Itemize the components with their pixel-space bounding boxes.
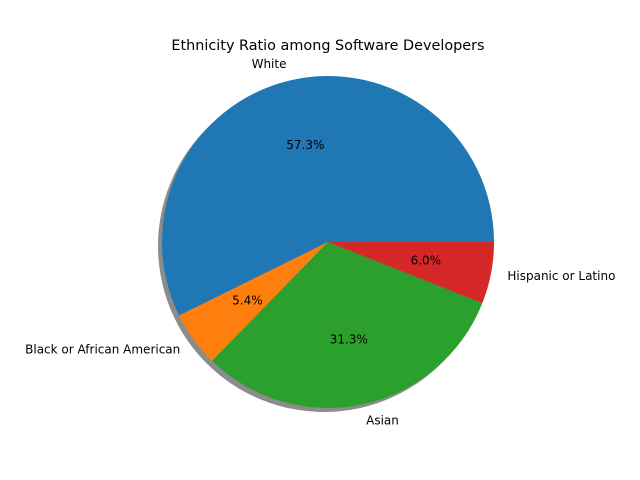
- pct-label-hispanic-or-latino: 6.0%: [411, 254, 442, 268]
- slice-label-black-or-african-american: Black or African American: [25, 342, 180, 356]
- pct-label-asian: 31.3%: [330, 332, 368, 346]
- slice-label-hispanic-or-latino: Hispanic or Latino: [507, 269, 615, 283]
- slice-label-asian: Asian: [366, 414, 399, 428]
- pie-labels: White 57.3% Black or African American 5.4% A…: [25, 57, 615, 427]
- pie-slice-hispanic-or-latino: [328, 242, 494, 304]
- slice-label-white: White: [252, 57, 287, 71]
- chart-title: Ethnicity Ratio among Software Developer…: [171, 38, 484, 54]
- pct-label-white: 57.3%: [286, 138, 324, 152]
- pie-slice-black-or-african-american: [179, 242, 328, 361]
- pie-slice-white: [162, 75, 495, 316]
- pct-label-black-or-african-american: 5.4%: [232, 294, 263, 308]
- pie-slice-asian: [212, 242, 483, 408]
- pie-slices: [162, 75, 495, 408]
